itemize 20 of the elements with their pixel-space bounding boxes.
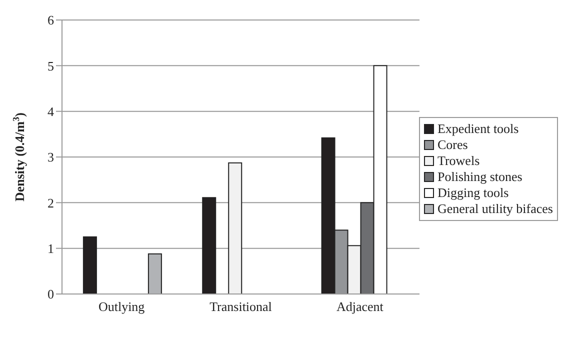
y-tick-label: 3 [48, 150, 54, 165]
legend-label: Expedient tools [437, 121, 519, 137]
y-tick-label: 5 [48, 58, 54, 74]
bar [202, 197, 216, 294]
y-tick-label: 0 [48, 286, 54, 302]
legend-label: Trowels [437, 153, 480, 169]
legend-label: Polishing stones [437, 169, 522, 185]
y-tick-label: 2 [48, 195, 54, 210]
x-tick-label: Adjacent [336, 299, 384, 314]
bar [228, 162, 242, 294]
bar [148, 253, 162, 294]
legend-label: Digging tools [437, 185, 509, 201]
y-tick-label: 1 [48, 240, 54, 256]
bar [82, 236, 97, 294]
legend-label: Cores [437, 137, 468, 153]
x-tick-label: Transitional [210, 299, 272, 314]
x-tick-label: Outlying [98, 299, 146, 314]
y-tick-label: 4 [48, 104, 54, 119]
legend-label: General utility bifaces [437, 201, 553, 217]
y-tick-label: 6 [48, 12, 54, 28]
